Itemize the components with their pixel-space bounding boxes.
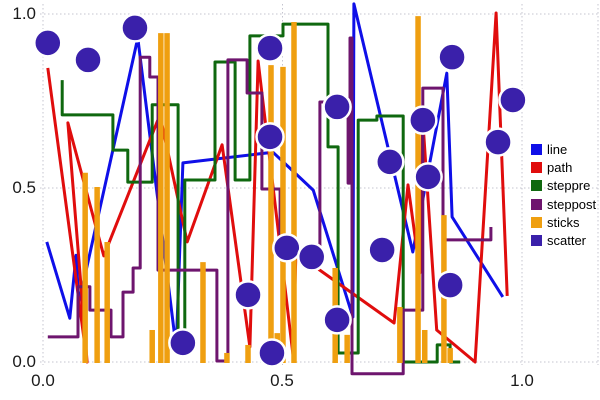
legend: line path steppre steppost sticks scatte… — [531, 140, 596, 250]
scatter-point — [483, 127, 513, 157]
scatter-point — [255, 122, 285, 152]
scatter-point — [296, 242, 327, 272]
y-tick-label-0.5: 0.5 — [12, 178, 36, 197]
legend-swatch-scatter — [531, 235, 542, 247]
x-tick-label-0.0: 0.0 — [31, 371, 55, 390]
legend-item-steppre: steppre — [531, 177, 596, 195]
legend-item-sticks: sticks — [531, 213, 596, 231]
series-steppre — [60, 22, 461, 364]
scatter-point — [33, 28, 63, 58]
legend-swatch-steppost — [531, 198, 542, 210]
series-steppost — [47, 36, 493, 376]
legend-label-path: path — [547, 159, 573, 175]
legend-label-line: line — [547, 141, 568, 157]
scatter-point — [322, 92, 352, 122]
legend-label-steppost: steppost — [547, 196, 597, 212]
legend-item-scatter: scatter — [531, 231, 596, 249]
x-tick-label-1.0: 1.0 — [510, 371, 534, 390]
y-tick-label-1.0: 1.0 — [12, 4, 36, 23]
scatter-point — [437, 42, 467, 72]
x-tick-label-0.5: 0.5 — [270, 371, 294, 390]
legend-item-path: path — [531, 158, 596, 176]
scatter-point — [413, 162, 443, 192]
legend-swatch-sticks — [531, 216, 542, 228]
scatter-point — [168, 328, 198, 358]
legend-label-steppre: steppre — [547, 178, 591, 194]
legend-item-steppost: steppost — [531, 195, 596, 213]
scatter-point — [322, 305, 352, 335]
scatter-point — [498, 85, 528, 115]
scatter-point — [255, 33, 285, 63]
legend-swatch-line — [531, 143, 542, 155]
legend-label-scatter: scatter — [547, 233, 587, 249]
legend-swatch-steppre — [531, 180, 542, 192]
scatter-point — [120, 13, 150, 43]
scatter-point — [367, 235, 397, 265]
scatter-point — [408, 105, 438, 135]
legend-item-line: line — [531, 140, 596, 158]
legend-swatch-path — [531, 161, 542, 173]
scatter-point — [375, 147, 405, 177]
scatter-point — [435, 270, 465, 300]
legend-label-sticks: sticks — [547, 214, 580, 230]
scatter-point — [73, 45, 103, 75]
y-tick-label-0.0: 0.0 — [12, 352, 36, 371]
scatter-point — [257, 338, 287, 368]
scatter-point — [272, 233, 302, 263]
scatter-point — [233, 280, 263, 310]
